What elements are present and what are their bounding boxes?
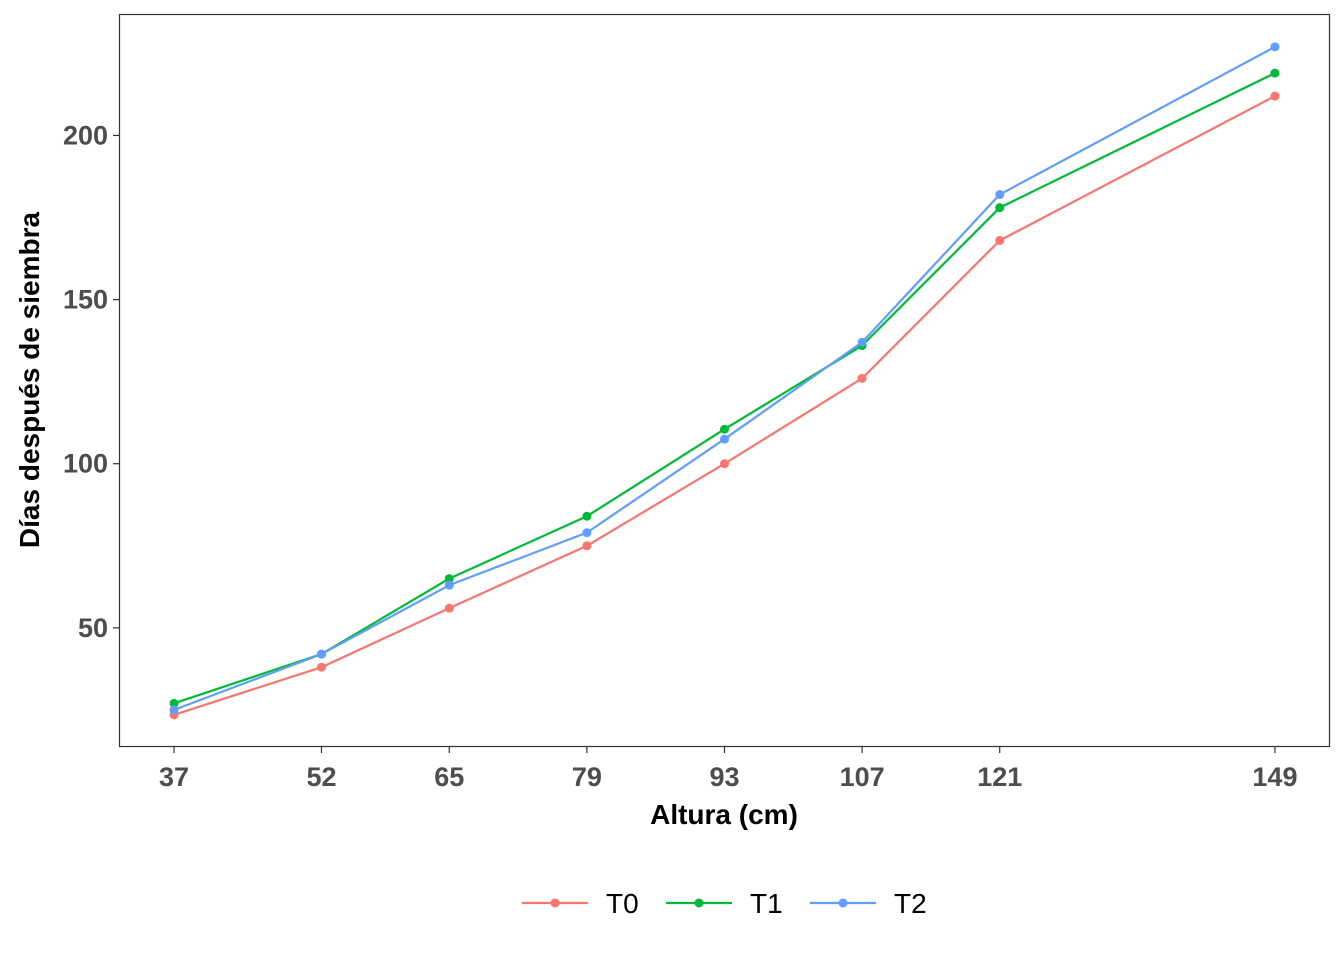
legend-label: T1 <box>750 888 783 919</box>
data-point <box>1270 68 1280 78</box>
data-point <box>169 698 179 708</box>
x-tick-label: 65 <box>434 762 464 792</box>
data-point <box>582 511 592 521</box>
plot-panel <box>118 13 1331 748</box>
data-point <box>720 434 729 444</box>
data-point <box>857 337 867 347</box>
legend-item-t2: T2 <box>810 888 927 919</box>
x-axis: 37 52 65 79 93 107 121 149 <box>159 746 1297 792</box>
y-axis-title: Días después de siembra <box>14 212 45 549</box>
x-tick-label: 93 <box>709 762 739 792</box>
legend-label: T2 <box>894 888 927 919</box>
data-point <box>444 580 454 590</box>
data-point <box>444 603 454 613</box>
y-axis: 50 100 150 200 <box>63 120 120 643</box>
y-tick-label: 150 <box>63 285 108 315</box>
x-tick-label: 79 <box>572 762 602 792</box>
y-tick-label: 100 <box>63 449 108 479</box>
series-line <box>173 95 1276 716</box>
x-axis-title: Altura (cm) <box>650 799 798 830</box>
x-tick-label: 149 <box>1252 762 1297 792</box>
data-point <box>995 203 1005 213</box>
data-point <box>582 541 592 551</box>
y-tick-label: 50 <box>78 613 108 643</box>
data-point <box>317 649 326 659</box>
data-point <box>444 574 454 584</box>
series-layer <box>169 42 1280 720</box>
legend-item-t0: T0 <box>522 888 639 919</box>
x-tick-label: 52 <box>306 762 336 792</box>
legend-key-point <box>838 898 848 908</box>
data-point <box>995 190 1005 200</box>
legend: T0 T1 T2 <box>522 888 927 919</box>
series-line <box>173 45 1276 711</box>
data-point <box>720 424 729 434</box>
x-tick-label: 107 <box>840 762 885 792</box>
series-t2 <box>169 42 1280 715</box>
data-point <box>317 662 326 672</box>
data-point <box>1270 42 1280 52</box>
legend-key-point <box>694 898 704 908</box>
legend-key-point <box>550 898 560 908</box>
y-tick-label: 200 <box>63 120 108 150</box>
data-point <box>582 528 592 538</box>
legend-item-t1: T1 <box>666 888 783 919</box>
data-point <box>169 705 179 715</box>
data-point <box>995 235 1005 245</box>
data-point <box>857 373 867 383</box>
x-tick-label: 121 <box>977 762 1022 792</box>
data-point <box>720 459 729 469</box>
x-tick-label: 37 <box>159 762 189 792</box>
data-point <box>1270 91 1280 101</box>
legend-label: T0 <box>606 888 639 919</box>
